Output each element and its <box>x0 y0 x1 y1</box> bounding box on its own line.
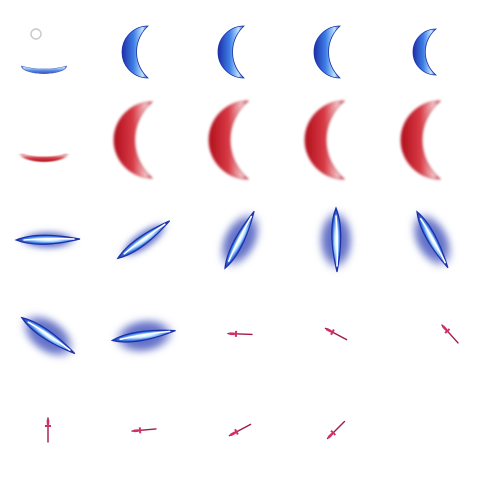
sprite-frame-1-0 <box>21 153 67 162</box>
sprite-frame-1-1 <box>113 101 154 179</box>
sprite-frame-2-0 <box>14 230 81 250</box>
sprite-frame-0-1 <box>121 25 150 79</box>
sprite-frame-2-2 <box>217 210 263 270</box>
sprite-frame-3-4 <box>441 324 459 344</box>
sprite-frame-4-3 <box>326 420 346 440</box>
sprite-frame-0-3 <box>313 25 342 79</box>
sprite-frame-1-4 <box>400 100 442 180</box>
sprite-frame-3-2 <box>227 330 253 337</box>
sprite-frame-3-3 <box>324 327 348 341</box>
sprite-frame-3-0 <box>19 311 77 361</box>
sprite-frame-4-2 <box>228 423 252 437</box>
sprite-frame-1-2 <box>208 100 250 180</box>
sprite-frame-2-3 <box>317 206 355 273</box>
sprite-frame-3-1 <box>110 316 176 356</box>
sprite-frame-0-2 <box>217 25 246 79</box>
sprite-frame-2-4 <box>409 210 455 270</box>
sprite-frame-0-0 <box>21 28 67 74</box>
sprite-frame-4-1 <box>131 427 157 434</box>
sprite-frame-1-3 <box>304 100 346 180</box>
sprite-frame-2-1 <box>116 220 171 260</box>
sprite-frame-0-4 <box>412 28 438 76</box>
sprite-frame-4-0 <box>45 417 51 443</box>
